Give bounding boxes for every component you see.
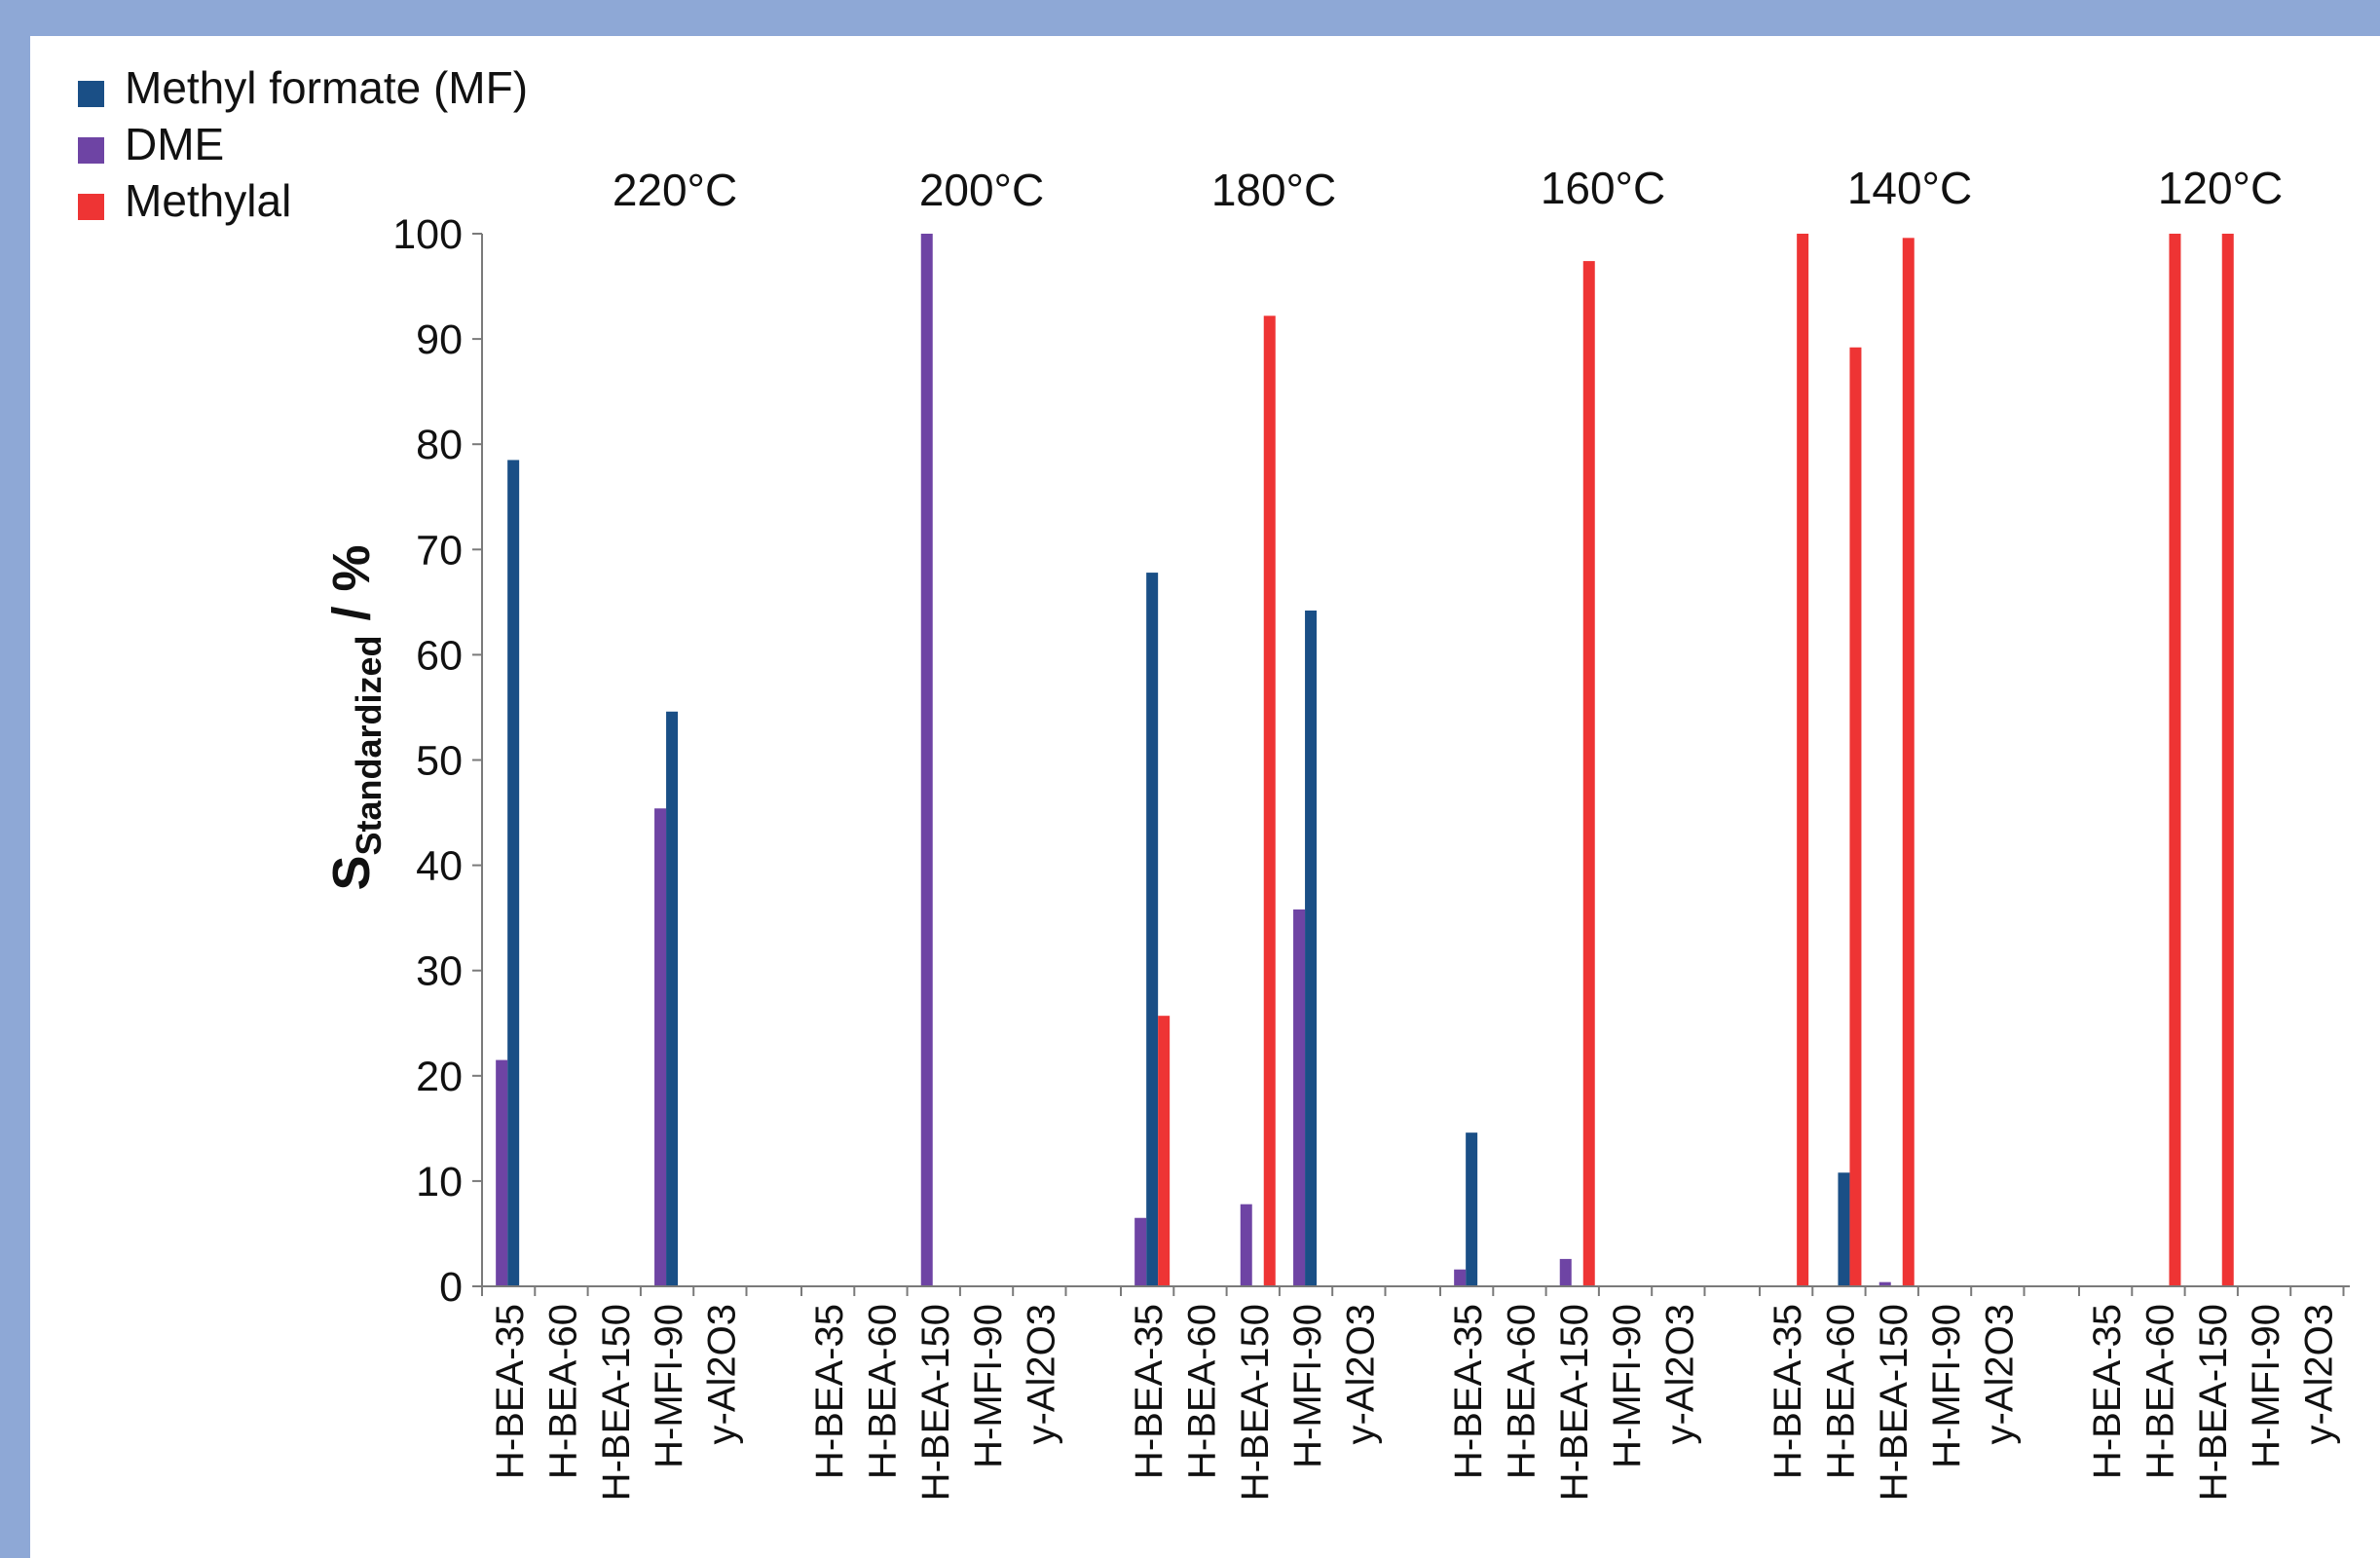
y-tick-label: 50 [416,738,463,785]
x-category-label: H-BEA-35 [1766,1304,1809,1479]
bar [1466,1132,1478,1286]
bar [1797,234,1809,1286]
y-axis-title-text: SStandardized / % [322,544,389,890]
legend-swatch [78,81,104,107]
bar [1263,315,1276,1286]
bar [1454,1269,1467,1286]
bar [2221,234,2234,1286]
x-category-label: H-BEA-35 [1128,1304,1171,1479]
x-category-label: H-BEA-60 [1819,1304,1862,1479]
temperature-label: 200°C [919,165,1044,215]
bar [1305,610,1318,1286]
y-tick-label: 40 [416,843,463,890]
bar [1559,1258,1572,1286]
x-category-label: H-BEA-35 [808,1304,851,1479]
bar [496,1059,508,1286]
x-category-label: H-BEA-60 [1500,1304,1543,1479]
y-tick-label: 10 [416,1159,463,1206]
y-axis: 0 10 20 30 40 50 60 70 80 90 100 [392,211,483,1311]
x-category-label: H-BEA-150 [914,1304,957,1501]
x-category-label: H-MFI-90 [648,1304,690,1468]
selectivity-bar-chart: Methyl formate (MF) DME Methylal 220°C 200°… [78,62,2350,1501]
y-axis-title-subscript: Standardized [349,635,389,855]
bar [1240,1204,1252,1286]
x-category-label: H-BEA-150 [2192,1304,2235,1501]
legend-swatch [78,137,104,164]
figure-panel: Methyl formate (MF) DME Methylal 220°C 200°… [30,36,2380,1558]
temperature-label: 140°C [1847,163,1972,213]
bar [1902,238,1915,1287]
legend: Methyl formate (MF) DME Methylal [78,62,528,226]
y-axis-title-unit: / % [322,544,381,635]
x-tick-labels: H-BEA-35 H-BEA-60 H-BEA-150 H-MFI-90 y-Al2O3… [489,1304,2340,1501]
temperature-label: 120°C [2158,163,2283,213]
x-category-label: H-BEA-35 [2086,1304,2129,1479]
bar [507,460,520,1286]
bar [1146,573,1159,1286]
y-tick-label: 70 [416,527,463,574]
x-category-label: H-BEA-35 [1447,1304,1490,1479]
x-category-label: H-BEA-35 [489,1304,532,1479]
legend-label: Methyl formate (MF) [125,62,528,113]
bars [496,234,2234,1287]
y-tick-label: 90 [416,316,463,363]
x-category-label: y-Al2O3 [2297,1304,2340,1445]
x-category-label: H-BEA-60 [1180,1304,1223,1479]
y-tick-label: 0 [439,1264,463,1311]
temperature-label: 160°C [1541,163,1665,213]
y-tick-label: 30 [416,948,463,995]
y-tick-label: 60 [416,632,463,679]
bar [1134,1217,1147,1286]
x-category-label: H-BEA-60 [541,1304,584,1479]
x-category-label: H-BEA-60 [861,1304,904,1479]
legend-swatch [78,194,104,220]
bar [654,808,667,1286]
y-axis-title: SStandardized / % [322,544,389,890]
y-axis-title-main: S [322,856,381,891]
x-category-label: H-BEA-150 [595,1304,638,1501]
y-tick-label: 100 [392,211,463,258]
bar [1158,1016,1171,1286]
y-tick-label: 80 [416,422,463,468]
bar [1878,1281,1891,1286]
bar [1838,1172,1850,1286]
x-category-label: y-Al2O3 [1978,1304,2021,1445]
x-category-label: H-MFI-90 [1925,1304,1968,1468]
x-category-label: H-MFI-90 [1606,1304,1649,1468]
x-category-label: H-MFI-90 [1286,1304,1329,1468]
x-category-label: y-Al2O3 [700,1304,743,1445]
temperature-group-labels: 220°C 200°C 180°C 160°C 140°C 120°C [613,163,2283,215]
x-category-label: y-Al2O3 [1658,1304,1701,1445]
x-category-label: H-BEA-150 [1234,1304,1277,1501]
x-category-label: H-MFI-90 [967,1304,1010,1468]
x-category-label: H-MFI-90 [2245,1304,2287,1468]
temperature-label: 220°C [613,165,737,215]
legend-label: DME [125,119,224,169]
x-category-label: H-BEA-60 [2138,1304,2181,1479]
x-category-label: H-BEA-150 [1873,1304,1915,1501]
bar [1849,347,1862,1286]
x-category-label: y-Al2O3 [1339,1304,1382,1445]
temperature-label: 180°C [1211,165,1336,215]
bar [1293,909,1306,1286]
bar [666,711,679,1286]
legend-label: Methylal [125,175,291,226]
y-tick-label: 20 [416,1054,463,1100]
x-axis [481,1285,2350,1296]
x-category-label: y-Al2O3 [1020,1304,1062,1445]
bar [920,234,933,1286]
bar [1582,261,1595,1287]
x-category-label: H-BEA-150 [1553,1304,1596,1501]
bar [2169,234,2181,1286]
